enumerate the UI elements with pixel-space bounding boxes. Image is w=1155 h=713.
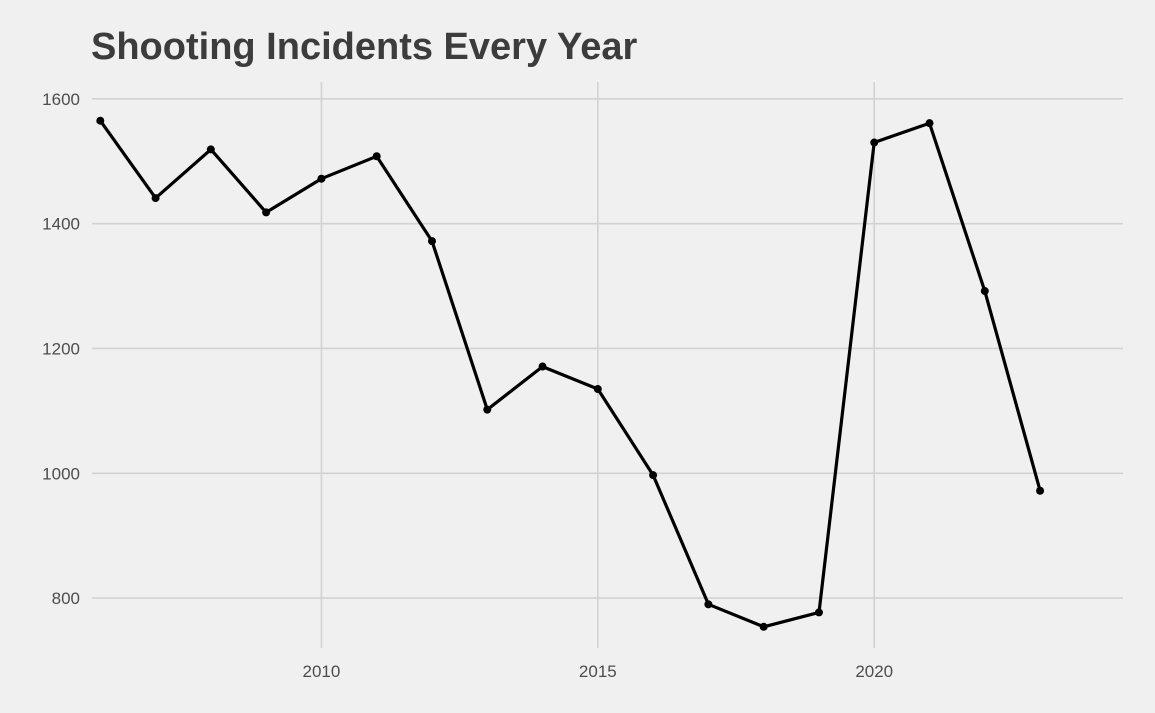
data-point-2017 <box>704 600 713 609</box>
y-tick-label: 1000 <box>42 464 80 483</box>
data-point-2022 <box>980 287 989 296</box>
x-tick-label: 2010 <box>303 662 341 681</box>
data-point-2018 <box>759 622 768 631</box>
data-point-2010 <box>317 174 326 183</box>
y-tick-label: 800 <box>52 589 80 608</box>
x-axis-tick-labels: 2010 2015 2020 <box>303 662 894 681</box>
data-point-2012 <box>427 237 436 246</box>
chart-title: Shooting Incidents Every Year <box>91 26 638 68</box>
data-point-2015 <box>593 385 602 394</box>
data-point-2014 <box>538 362 547 371</box>
x-gridlines <box>320 82 876 648</box>
data-point-2009 <box>262 208 271 217</box>
data-point-2011 <box>372 152 381 161</box>
y-tick-label: 1400 <box>42 215 80 234</box>
data-point-2016 <box>649 471 658 480</box>
data-point-2013 <box>483 405 492 414</box>
y-axis-tick-labels: 800 1000 1200 1400 1600 <box>42 90 80 608</box>
data-point-2008 <box>206 145 215 154</box>
y-tick-label: 1600 <box>42 90 80 109</box>
data-point-2006 <box>96 116 105 125</box>
y-gridlines <box>92 98 1123 599</box>
data-point-2021 <box>925 119 934 128</box>
series-group <box>96 116 1045 631</box>
y-tick-label: 1200 <box>42 339 80 358</box>
data-point-2007 <box>151 194 160 203</box>
data-point-2020 <box>870 138 879 147</box>
x-tick-label: 2020 <box>855 662 893 681</box>
x-tick-label: 2015 <box>579 662 617 681</box>
series-line <box>98 119 1042 629</box>
data-point-2023 <box>1036 486 1045 495</box>
data-point-2019 <box>814 608 823 617</box>
